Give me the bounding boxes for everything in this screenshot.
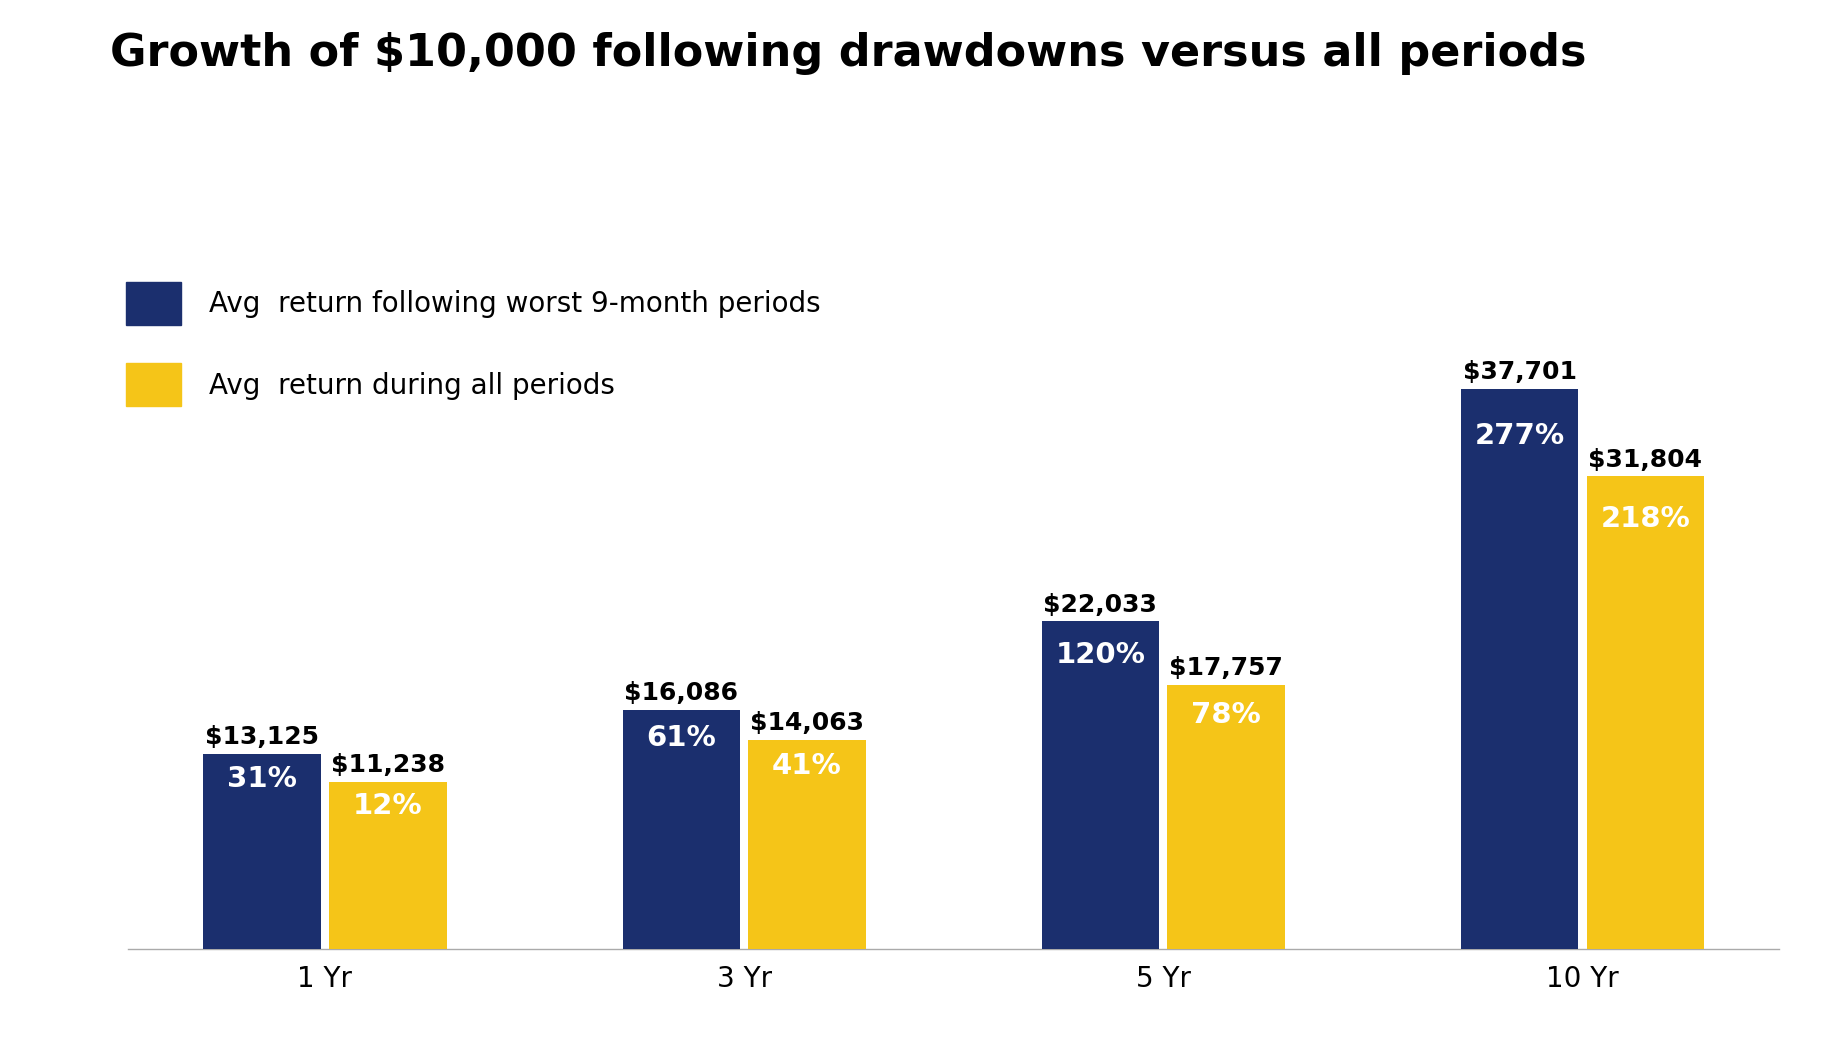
Text: $31,804: $31,804	[1588, 448, 1702, 472]
Text: 78%: 78%	[1192, 701, 1262, 728]
Bar	[622, 709, 739, 949]
Text: 218%: 218%	[1601, 505, 1691, 532]
Text: 41%: 41%	[772, 753, 842, 780]
Text: $11,238: $11,238	[330, 754, 446, 777]
Text: $17,757: $17,757	[1170, 657, 1284, 681]
Bar	[204, 754, 321, 949]
Text: $22,033: $22,033	[1044, 593, 1157, 617]
Text: $14,063: $14,063	[750, 711, 864, 736]
Text: 61%: 61%	[646, 724, 715, 752]
Bar	[1586, 476, 1704, 949]
Text: $16,086: $16,086	[624, 681, 739, 705]
Bar	[1042, 622, 1159, 949]
Legend: Avg  return following worst 9-month periods, Avg  return during all periods: Avg return following worst 9-month perio…	[127, 281, 822, 407]
Text: $13,125: $13,125	[205, 725, 319, 749]
Bar	[328, 782, 446, 949]
Text: 31%: 31%	[227, 765, 297, 794]
Text: 120%: 120%	[1055, 641, 1144, 669]
Bar	[1462, 389, 1579, 949]
Text: $37,701: $37,701	[1462, 360, 1577, 384]
Text: Growth of $10,000 following drawdowns versus all periods: Growth of $10,000 following drawdowns ve…	[110, 32, 1586, 75]
Bar	[1168, 685, 1286, 949]
Bar	[748, 740, 866, 949]
Text: 277%: 277%	[1475, 423, 1564, 450]
Text: 12%: 12%	[352, 792, 422, 820]
